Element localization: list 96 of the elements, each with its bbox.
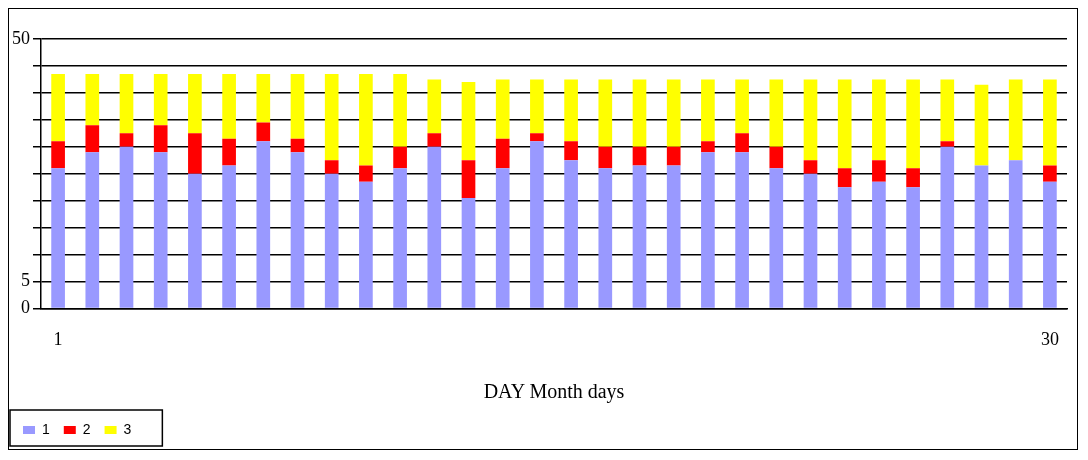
x-axis-title: DAY Month days [483, 380, 625, 404]
bar [837, 79, 852, 169]
bar [188, 74, 202, 134]
bar [461, 82, 476, 161]
y-tick-label: 50 [12, 27, 30, 48]
bar [974, 165, 989, 308]
bar [906, 168, 920, 188]
bar [666, 165, 681, 308]
bar [393, 168, 407, 308]
bar [119, 146, 134, 308]
bar [632, 165, 647, 308]
bar [461, 197, 476, 308]
bar [188, 173, 202, 308]
bar [837, 168, 852, 188]
bar [666, 146, 681, 166]
bar [393, 146, 407, 169]
bar [598, 146, 613, 169]
bar [495, 138, 510, 169]
bar [735, 133, 749, 153]
bar [906, 79, 920, 169]
bar [530, 79, 544, 134]
legend-label: 3 [123, 420, 132, 437]
bar [222, 165, 236, 308]
bar [256, 74, 271, 123]
bar [564, 160, 578, 308]
bar [974, 84, 989, 166]
bar [324, 74, 339, 161]
bar [598, 168, 613, 308]
bar [495, 168, 510, 308]
bar [872, 79, 886, 161]
bar [769, 79, 784, 147]
bar [427, 146, 442, 308]
bar [564, 79, 578, 142]
bar [530, 141, 544, 308]
bar [222, 138, 236, 166]
bar [735, 152, 749, 308]
bar [940, 146, 955, 308]
bar [324, 160, 339, 174]
bar [188, 133, 202, 174]
bar [51, 74, 65, 142]
bar [393, 74, 407, 147]
bar [564, 141, 578, 161]
bar [803, 173, 818, 308]
bar [153, 74, 168, 126]
bar [290, 74, 305, 139]
bar [1043, 79, 1057, 166]
legend-label: 2 [82, 420, 91, 437]
bar [427, 133, 442, 147]
bar [598, 79, 613, 147]
bar [290, 152, 305, 308]
bar [359, 181, 373, 308]
bar [324, 173, 339, 308]
bar [119, 74, 134, 134]
bar [666, 79, 681, 147]
bar [803, 160, 818, 174]
bar [940, 79, 955, 142]
bar [153, 125, 168, 153]
bar [153, 152, 168, 308]
bar [837, 187, 852, 308]
bar [359, 74, 373, 166]
bar [701, 141, 715, 153]
bar [85, 152, 100, 308]
bar [769, 168, 784, 308]
bar [256, 122, 271, 142]
bar [1008, 160, 1023, 308]
bar [290, 138, 305, 153]
bar [701, 79, 715, 142]
bar [803, 79, 818, 161]
bar [256, 141, 271, 308]
bar [51, 168, 65, 308]
bar [735, 79, 749, 134]
bar [427, 79, 442, 134]
bar [906, 187, 920, 308]
y-tick-label: 0 [21, 297, 30, 318]
bar [530, 133, 544, 142]
bar [1043, 165, 1057, 182]
bar [51, 141, 65, 169]
bar [495, 79, 510, 139]
bar [872, 181, 886, 308]
bar [85, 125, 100, 153]
bar [119, 133, 134, 147]
legend-label: 1 [42, 420, 50, 437]
bar [359, 165, 373, 182]
bar [85, 74, 100, 126]
bar [632, 146, 647, 166]
bar [1043, 181, 1057, 308]
bar [1008, 79, 1023, 161]
bar [940, 141, 955, 147]
x-tick-label: 30 [1040, 328, 1059, 349]
bar [222, 74, 236, 139]
bar [701, 152, 715, 308]
bar [461, 160, 476, 198]
bar [632, 79, 647, 147]
y-tick-label: 5 [21, 270, 30, 291]
bar [769, 146, 784, 169]
bar [872, 160, 886, 182]
